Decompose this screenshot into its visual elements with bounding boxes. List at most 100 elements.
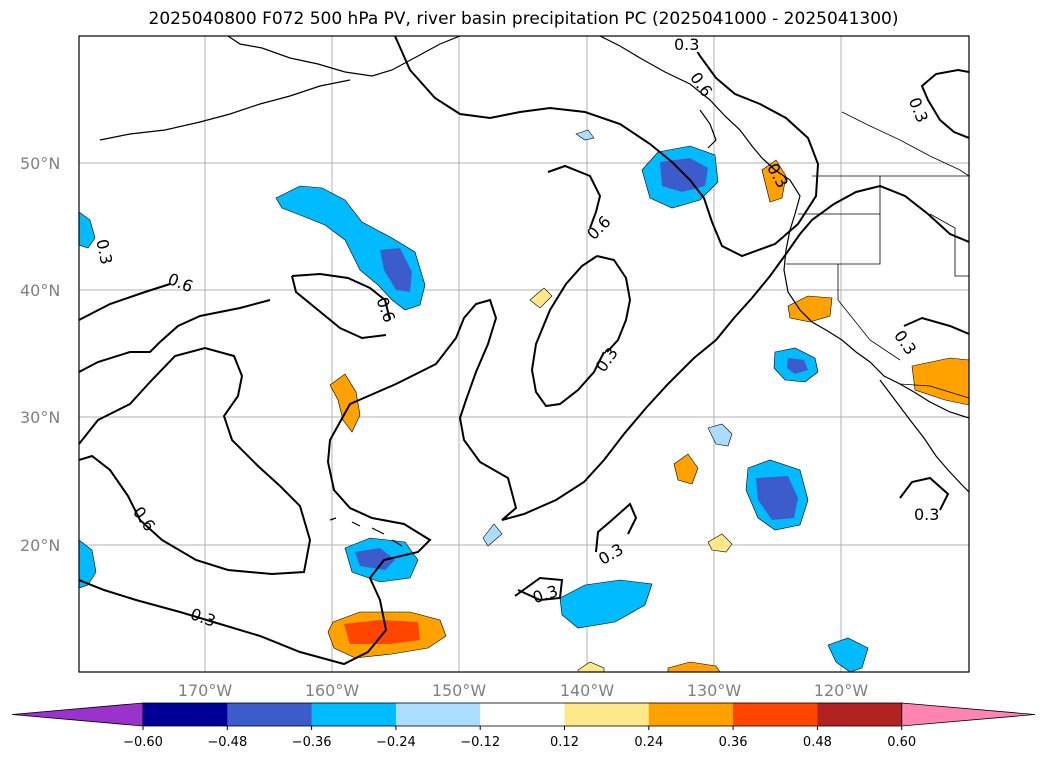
colorbar-segment — [648, 703, 734, 726]
colorbar-segment — [311, 703, 397, 726]
contour-label: 0.3 — [530, 581, 560, 607]
precip-blob-neg-core — [787, 358, 808, 374]
lat-label: 40°N — [20, 281, 60, 300]
precip-blob-pos — [911, 357, 969, 406]
contour-label: 0.3 — [914, 505, 939, 524]
contour-line — [79, 299, 271, 373]
contour-line — [903, 316, 969, 335]
coastline-mexico — [913, 391, 969, 419]
precip-blob-neg-core — [355, 548, 395, 570]
lon-label: 140°W — [560, 681, 615, 700]
coastline-baja — [879, 379, 969, 493]
precip-blob-neg — [275, 185, 426, 311]
graticule — [79, 36, 969, 672]
lon-label: 120°W — [814, 681, 869, 700]
colorbar-extend-high — [901, 702, 1036, 727]
contour-label: 0.3 — [92, 237, 116, 266]
colorbar-segment — [395, 703, 481, 726]
precip-blob-neg-light — [707, 423, 733, 447]
contour-label: 0.6 — [583, 212, 614, 243]
precip-blob-pos — [329, 373, 361, 433]
precip-blob-neg — [79, 211, 96, 249]
precip-blob-neg-core — [380, 248, 412, 292]
precip-blob-pos — [787, 295, 833, 323]
colorbar-outline — [142, 702, 903, 727]
map-plot-area: 0.3 0.6 0.3 0.3 0.6 0.6 0.6 0.3 0.6 0.3 … — [79, 35, 969, 672]
contour-line — [79, 283, 171, 321]
precip-blob-neg-light — [482, 523, 503, 547]
contour-line — [394, 36, 820, 258]
contour-line — [547, 164, 602, 229]
lat-label: 30°N — [20, 408, 60, 427]
precip-blob-pos-light — [667, 661, 721, 672]
precip-blob-pos — [761, 159, 787, 203]
contour-line — [530, 255, 605, 408]
political-borders — [786, 111, 969, 399]
colorbar-tick-label: −0.24 — [376, 735, 416, 750]
map-frame — [78, 35, 970, 673]
lat-label: 50°N — [20, 154, 60, 173]
coastline-bc-wa-or-ca — [761, 157, 915, 393]
border-or-ca — [786, 214, 881, 265]
precip-blob-pos-light — [707, 533, 733, 553]
colorbar-segment — [817, 703, 903, 726]
colorbar-extend-low — [11, 702, 144, 727]
colorbar-segment — [480, 703, 565, 726]
contour-line — [899, 476, 950, 511]
coastlines — [99, 36, 969, 547]
hawaii-islands — [329, 517, 403, 547]
contour-line — [514, 576, 564, 602]
precip-blob-neg — [827, 637, 869, 672]
precip-blob-neg-core — [756, 476, 798, 520]
coastline-aleutians — [99, 79, 351, 141]
colorbar-segment — [733, 703, 818, 726]
colorbar-tick-label: 0.48 — [803, 735, 832, 750]
contour-line — [291, 272, 391, 321]
colorbar-tick-label: 0.36 — [719, 735, 748, 750]
contour-label-bg — [676, 36, 704, 52]
contour-label: 0.3 — [592, 344, 622, 376]
border-nv-ut — [929, 213, 969, 277]
colorbar-segment — [564, 703, 650, 726]
lon-label: 130°W — [687, 681, 742, 700]
contour-label: 0.3 — [674, 35, 699, 54]
contour-line — [291, 275, 387, 340]
lon-label: 170°W — [178, 681, 233, 700]
colorbar-tick-label: −0.12 — [460, 735, 500, 750]
coastline-alaska — [227, 36, 461, 77]
contour-line — [920, 68, 969, 139]
border-us-mexico — [899, 383, 969, 399]
contour-line — [79, 184, 969, 666]
colorbar-tick-label: 0.60 — [887, 735, 916, 750]
contour-line — [595, 502, 638, 553]
contour-label: 0.3 — [595, 539, 627, 568]
contour-labels: 0.3 0.6 0.3 0.3 0.6 0.6 0.6 0.3 0.6 0.3 … — [92, 35, 939, 631]
colorbar-segment — [143, 703, 228, 726]
precip-blob-neg — [559, 579, 653, 629]
contour-label: 0.3 — [890, 327, 920, 359]
border-wa-or — [798, 176, 881, 215]
lon-label: 150°W — [432, 681, 487, 700]
pv-contours — [79, 36, 969, 666]
precip-blob-pos-light — [529, 287, 553, 309]
colorbar-tick-label: −0.36 — [292, 735, 332, 750]
colorbar-tick-label: −0.48 — [207, 735, 247, 750]
colorbar-tick-label: 0.12 — [550, 735, 579, 750]
contour-line — [596, 255, 632, 353]
precip-blob-neg — [79, 539, 97, 589]
precip-blob-pos-core — [344, 620, 420, 644]
colorbar: −0.60 −0.48 −0.36 −0.24 −0.12 0.12 0.24 0.36 0.4… — [11, 702, 1036, 750]
contour-label: 0.6 — [165, 269, 196, 296]
coastline-gulf-alaska — [599, 36, 763, 159]
coastline-haida — [699, 109, 717, 149]
contour-label: 0.3 — [188, 604, 218, 631]
precip-blob-pos-light — [577, 661, 605, 672]
longitude-labels: 170°W 160°W 150°W 140°W 130°W 120°W — [178, 681, 869, 700]
map-title: 2025040800 F072 500 hPa PV, river basin … — [148, 9, 899, 29]
precip-blob-pos — [673, 453, 699, 485]
colorbar-tick-label: 0.24 — [634, 735, 663, 750]
lon-label: 160°W — [305, 681, 360, 700]
latitude-labels: 50°N 40°N 30°N 20°N — [20, 154, 60, 555]
border-ca-nv — [837, 264, 901, 361]
